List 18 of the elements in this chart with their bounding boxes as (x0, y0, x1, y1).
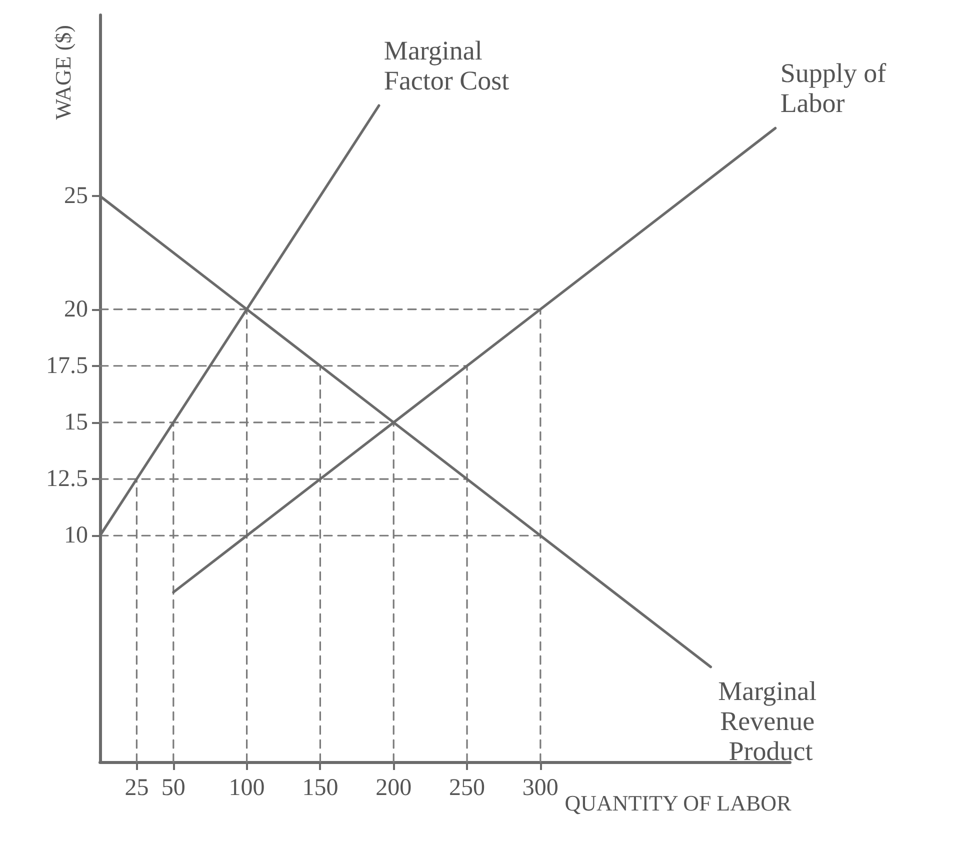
x-axis-title: QUANTITY OF LABOR (564, 790, 792, 816)
y-tick-label: 20 (64, 296, 88, 322)
y-tick-label: 12.5 (46, 466, 88, 492)
x-tick-label: 250 (449, 775, 486, 801)
y-tick-label: 15 (64, 409, 88, 436)
x-tick-label: 25 (124, 775, 149, 801)
series-label: Supply of Labor (780, 58, 893, 118)
y-axis-title: WAGE ($) (50, 25, 76, 120)
x-tick-label: 50 (161, 775, 186, 801)
x-tick-label: 150 (302, 775, 338, 801)
series-label: Marginal Revenue Product (718, 676, 824, 766)
y-tick-label: 17.5 (46, 352, 88, 379)
x-tick-label: 100 (228, 775, 265, 801)
y-tick-label: 10 (64, 522, 88, 549)
y-tick-label: 25 (64, 183, 88, 210)
x-tick-label: 200 (376, 775, 412, 801)
series-label: Marginal Factor Cost (384, 36, 510, 96)
x-tick-label: 300 (522, 775, 558, 801)
